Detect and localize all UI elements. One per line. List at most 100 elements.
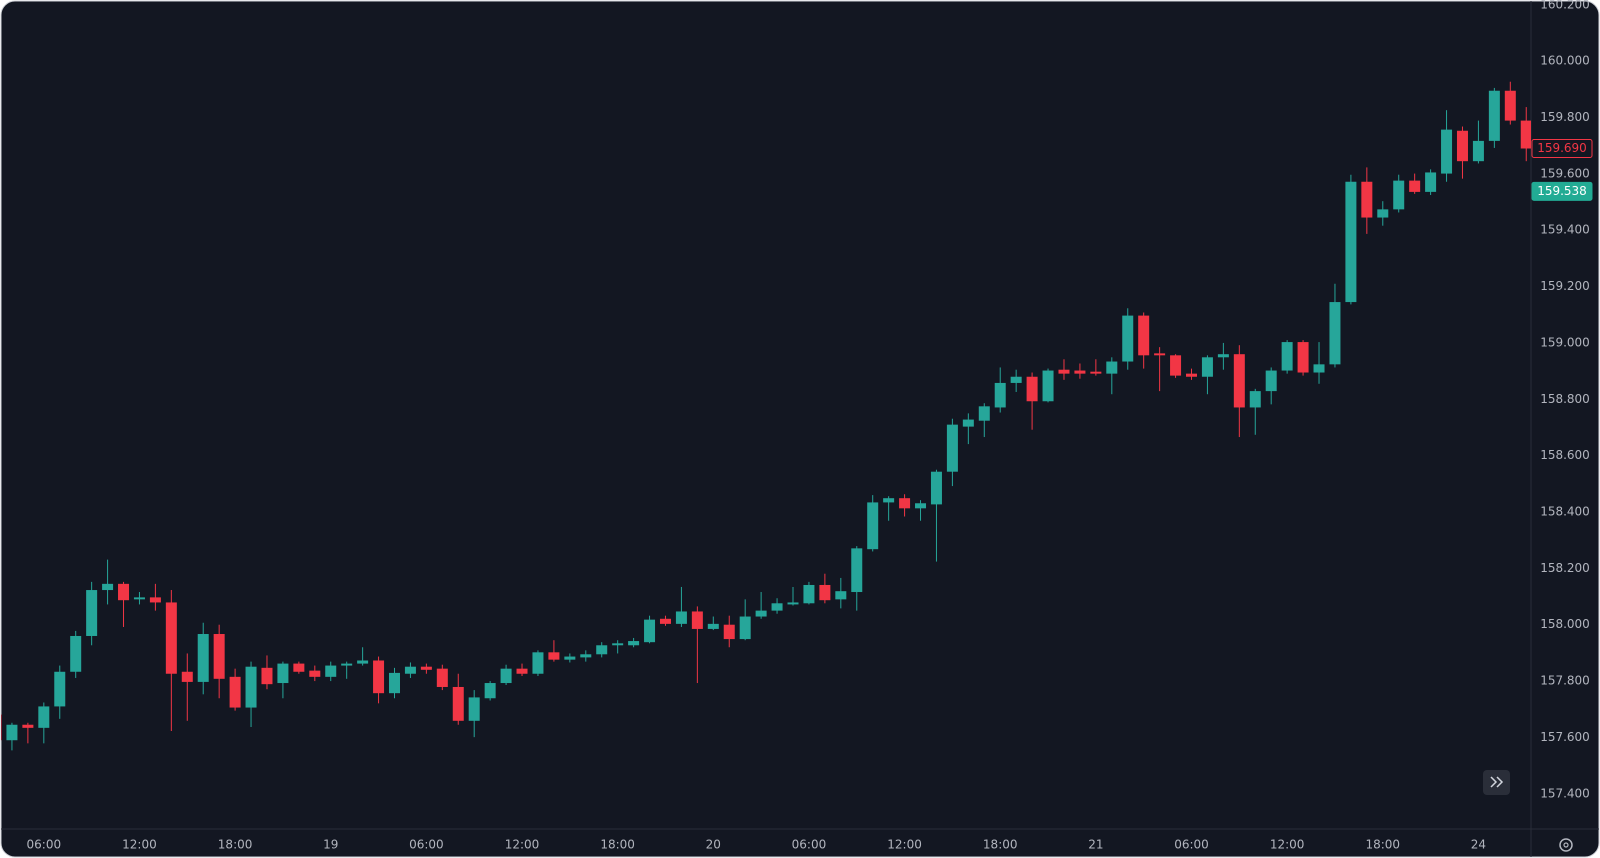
candle-body — [580, 654, 592, 658]
candle-body — [436, 668, 448, 687]
candle-body — [867, 502, 879, 550]
candle-body — [1393, 180, 1405, 210]
y-tick-label: 158.800 — [1540, 392, 1590, 406]
candle-body — [118, 583, 130, 601]
candle-body — [915, 503, 927, 509]
candle-body — [1249, 391, 1261, 408]
candle-body — [707, 623, 719, 629]
x-tick-label: 06:00 — [1174, 838, 1209, 852]
y-tick-label: 157.800 — [1540, 674, 1590, 688]
candle-body — [1504, 90, 1516, 121]
candle-body — [341, 663, 353, 666]
price-label: 159.690 — [1537, 141, 1587, 155]
price-label: 159.538 — [1537, 184, 1587, 198]
candle-body — [930, 471, 942, 505]
candle-body — [516, 668, 528, 674]
candle-body — [1265, 370, 1277, 392]
candle-body — [532, 652, 544, 674]
candle-body — [261, 667, 273, 685]
x-tick-label: 18:00 — [983, 838, 1018, 852]
price-label-box — [1531, 181, 1593, 201]
candle-body — [755, 610, 767, 617]
candle-body — [70, 635, 82, 672]
candle-body — [1520, 120, 1531, 149]
x-tick-label: 06:00 — [409, 838, 444, 852]
candle-body — [22, 724, 34, 728]
candle-body — [819, 584, 831, 601]
candle-body — [404, 666, 416, 674]
x-tick-label: 12:00 — [505, 838, 540, 852]
candle-body — [1010, 376, 1022, 383]
plot-area — [1, 81, 1531, 751]
candle-body — [659, 618, 671, 624]
candle-body — [1488, 90, 1500, 141]
candle-body — [1154, 353, 1166, 356]
candle-body — [38, 706, 50, 728]
candle-body — [612, 643, 624, 646]
candle-body — [548, 652, 560, 660]
candle-body — [133, 597, 145, 600]
candle-body — [1122, 315, 1134, 362]
y-tick-label: 160.000 — [1540, 54, 1590, 68]
candle-body — [994, 382, 1006, 408]
x-tick-label: 19 — [323, 838, 338, 852]
candle-body — [277, 663, 289, 684]
candle-body — [484, 683, 496, 699]
candle-body — [771, 603, 783, 611]
x-tick-label: 12:00 — [1270, 838, 1305, 852]
y-tick-label: 159.600 — [1540, 166, 1590, 180]
candle-body — [1090, 371, 1102, 374]
candle-body — [1472, 140, 1484, 162]
candle-body — [86, 590, 98, 636]
y-tick-label: 158.200 — [1540, 561, 1590, 575]
scroll-button[interactable] — [1483, 770, 1510, 795]
settings-button[interactable] — [1559, 838, 1573, 852]
candle-body — [1026, 376, 1038, 402]
candle-body — [1, 714, 2, 741]
candle-body — [1058, 369, 1070, 374]
candle-body — [1074, 370, 1086, 374]
candle-body — [325, 665, 337, 677]
price-label-box — [1531, 138, 1593, 158]
x-tick-label: 18:00 — [600, 838, 635, 852]
candle-body — [213, 634, 225, 679]
candle-body — [500, 668, 512, 684]
x-tick-label: 12:00 — [122, 838, 157, 852]
candle-body — [1217, 354, 1229, 358]
candle-body — [1201, 357, 1213, 377]
candle-body — [1425, 172, 1437, 192]
candle-body — [883, 498, 895, 503]
y-tick-label: 158.600 — [1540, 448, 1590, 462]
y-tick-label: 159.200 — [1540, 279, 1590, 293]
candle-body — [1042, 370, 1054, 402]
candle-body — [357, 660, 369, 664]
y-tick-label: 158.400 — [1540, 504, 1590, 518]
candle-body — [197, 634, 209, 682]
candle-body — [946, 424, 958, 472]
candle-body — [309, 670, 321, 677]
candle-body — [181, 671, 193, 682]
candle-body — [1186, 373, 1197, 377]
candle-body — [644, 619, 656, 643]
candle-body — [596, 645, 608, 655]
candle-body — [229, 676, 241, 708]
candle-body — [739, 616, 751, 640]
candle-body — [1313, 364, 1325, 373]
candle-body — [628, 641, 640, 646]
candle-body — [723, 624, 735, 640]
candle-body — [1329, 302, 1341, 365]
y-tick-label: 159.800 — [1540, 110, 1590, 124]
candle-body — [373, 660, 385, 694]
candle-body — [1361, 181, 1373, 218]
y-tick-label: 159.400 — [1540, 223, 1590, 237]
x-tick-label: 06:00 — [27, 838, 62, 852]
candle-body — [6, 724, 18, 741]
candle-body — [293, 663, 305, 672]
candle-body — [165, 602, 177, 674]
candle-body — [1345, 181, 1357, 303]
candle-body — [978, 406, 990, 421]
x-tick-label: 21 — [1088, 838, 1103, 852]
candle-body — [962, 419, 974, 427]
